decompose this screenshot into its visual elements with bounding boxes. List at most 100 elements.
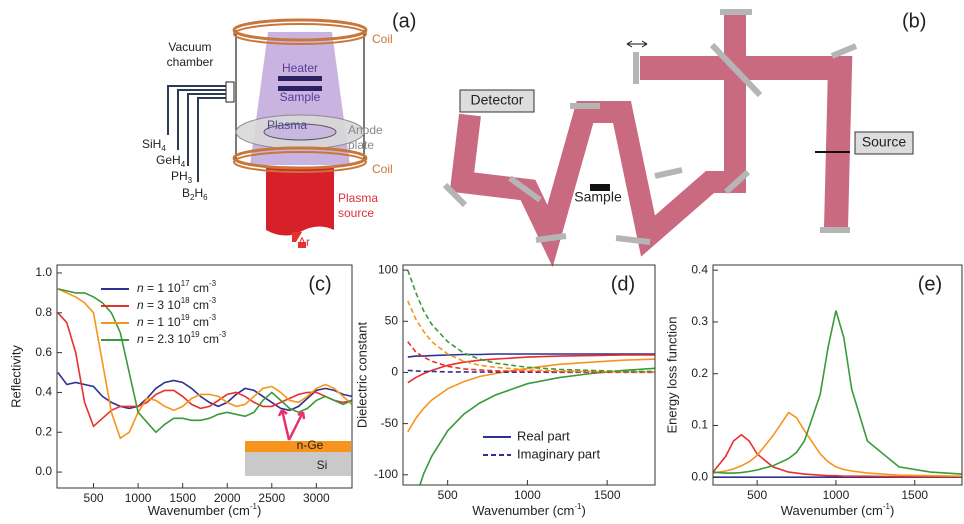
series-line <box>419 367 655 485</box>
text-part: 17 <box>181 279 190 288</box>
text-part: = 3 10 <box>144 298 181 312</box>
text-part: B <box>182 186 190 200</box>
text-part: 19 <box>181 313 190 322</box>
text-part: cm <box>200 332 219 346</box>
y-tick-label: 50 <box>385 313 399 327</box>
series-line <box>407 269 655 373</box>
plot-area <box>407 269 655 485</box>
label: Sample <box>280 90 321 104</box>
text-part: n <box>137 281 144 295</box>
inset: n-Ge Si <box>245 409 351 476</box>
ge-layer <box>245 441 351 452</box>
text-part: n <box>137 332 144 346</box>
legend-label: Real part <box>517 428 570 443</box>
legend-label: n = 1 1019 cm-3 <box>137 313 217 329</box>
text-part: -1 <box>574 502 582 511</box>
label: plate <box>348 138 374 152</box>
text-part: Wavenumber (cm <box>148 503 250 518</box>
plot-frame <box>56 264 353 489</box>
series-line <box>713 411 962 477</box>
plot-area <box>713 310 962 478</box>
y-tick-label: 0.2 <box>35 424 52 438</box>
series-line <box>407 300 655 373</box>
legend-label: n = 3 1018 cm-3 <box>137 296 217 312</box>
x-axis-title: Wavenumber (cm-1) <box>472 502 586 518</box>
x-tick-label: 500 <box>438 488 458 502</box>
heater <box>278 76 322 81</box>
x-tick-label: 1000 <box>514 488 541 502</box>
panel-label: (e) <box>918 273 942 295</box>
text-part: H <box>194 186 203 200</box>
x-tick-label: 500 <box>747 488 767 502</box>
gas-label: GeH4 <box>156 153 186 169</box>
series-line <box>57 288 352 434</box>
series-line <box>57 288 352 440</box>
series-line <box>57 372 352 412</box>
text-part: = 1 10 <box>144 281 181 295</box>
x-tick-label: 500 <box>84 491 104 505</box>
legend-label: Imaginary part <box>517 446 600 461</box>
y-tick-label: 0.1 <box>691 418 708 432</box>
x-tick-label: 2000 <box>214 491 241 505</box>
sample <box>278 86 322 91</box>
panel-label: (a) <box>392 10 416 32</box>
y-tick-label: 0.0 <box>691 469 708 483</box>
y-tick-label: 100 <box>378 262 398 276</box>
diagram-a: Vacuum chamber Coil Coil Heater Sample P… <box>142 10 416 249</box>
y-tick-label: 0.4 <box>35 385 52 399</box>
plot-frame <box>712 264 963 486</box>
legend-label: n = 2.3 1019 cm-3 <box>137 330 227 346</box>
sample <box>590 184 610 191</box>
plot-area <box>57 288 352 440</box>
y-tick-label: -100 <box>374 467 398 481</box>
y-tick-label: 0.6 <box>35 345 52 359</box>
gas-inlet <box>225 81 235 103</box>
x-tick-label: 2500 <box>258 491 285 505</box>
text-part: -1 <box>250 502 258 511</box>
text-part: Wavenumber (cm <box>781 503 883 518</box>
plot-frame <box>402 264 656 486</box>
text-part: 6 <box>203 193 208 202</box>
text-part: Wavenumber (cm <box>472 503 574 518</box>
y-tick-label: 0.3 <box>691 314 708 328</box>
si-layer <box>245 452 351 476</box>
plasma-region <box>263 123 337 141</box>
text-part: 3 <box>188 176 193 185</box>
text-part: cm <box>190 315 209 329</box>
y-tick-label: 0.4 <box>691 262 708 276</box>
text-part: = 1 10 <box>144 315 181 329</box>
x-tick-label: 1500 <box>594 488 621 502</box>
x-axis-title: Wavenumber (cm-1) <box>148 502 262 518</box>
label: Coil <box>372 32 393 46</box>
text-part: 19 <box>191 330 200 339</box>
gas-label: B2H6 <box>182 186 208 202</box>
label: source <box>338 206 374 220</box>
gas-label: PH3 <box>171 169 193 185</box>
x-tick-label: 1500 <box>169 491 196 505</box>
label: Heater <box>282 61 318 75</box>
panel-label: (d) <box>611 273 635 295</box>
text-part: GeH <box>156 153 181 167</box>
y-tick-label: 1.0 <box>35 265 52 279</box>
label: Plasma <box>267 118 307 132</box>
beam <box>449 15 853 268</box>
label: Si <box>317 458 328 472</box>
y-tick-label: 0.2 <box>691 366 708 380</box>
series-line <box>407 341 655 373</box>
y-tick-label: 0.0 <box>35 464 52 478</box>
coil <box>233 23 367 45</box>
text-part: 4 <box>181 160 186 169</box>
text-part: n <box>137 315 144 329</box>
text-part: ) <box>890 503 894 518</box>
text-part: -3 <box>209 313 217 322</box>
label: Plasma <box>338 191 378 205</box>
y-tick-label: 0 <box>391 365 398 379</box>
detector-box <box>459 89 535 113</box>
x-axis-title: Wavenumber (cm-1) <box>781 502 895 518</box>
text-part: 2 <box>190 193 195 202</box>
text-part: n <box>137 298 144 312</box>
text-part: -1 <box>883 502 891 511</box>
text-part: ) <box>257 503 261 518</box>
text-part: 4 <box>161 144 166 153</box>
mirror-motion <box>626 40 648 48</box>
